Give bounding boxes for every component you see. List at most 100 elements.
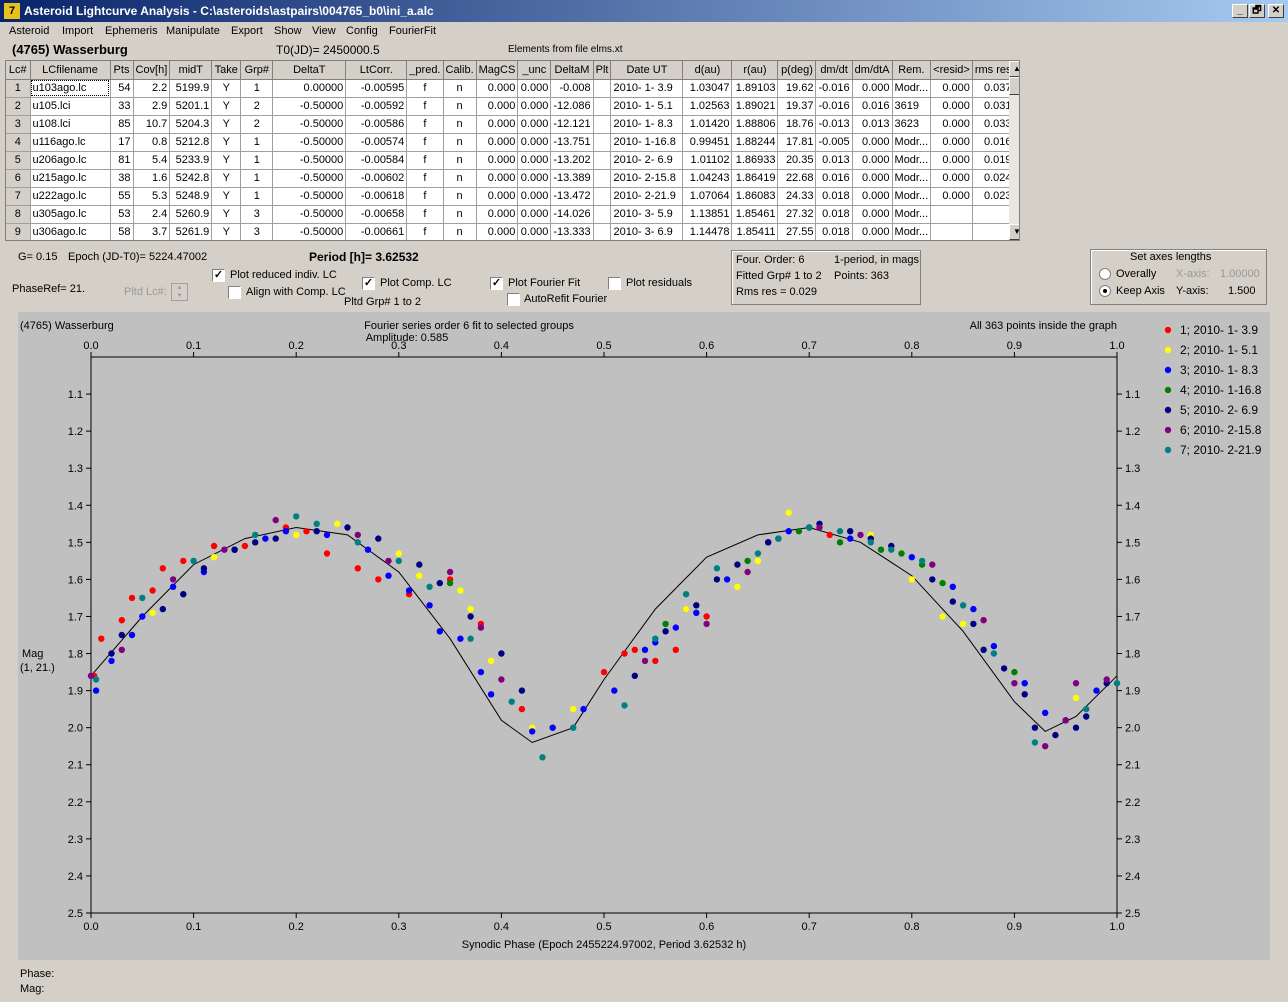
- table-cell[interactable]: 0.037: [972, 79, 1015, 98]
- table-cell[interactable]: 0.000: [517, 187, 552, 206]
- plot-comp-checkbox[interactable]: ✓: [362, 277, 375, 290]
- table-row[interactable]: 4 u116ago.lc 17 0.8 5212.8 Y 1 -0.50000 -0.00574…: [6, 133, 1015, 152]
- table-cell[interactable]: Modr...: [892, 187, 932, 206]
- plot-reduced-checkbox[interactable]: ✓: [212, 269, 225, 282]
- table-cell[interactable]: 0.016: [815, 169, 853, 188]
- table-cell[interactable]: 1.6: [133, 169, 171, 188]
- scroll-thumb[interactable]: [1009, 77, 1019, 95]
- table-cell[interactable]: 0.013: [852, 115, 893, 134]
- table-cell[interactable]: 58: [110, 223, 134, 240]
- table-cell[interactable]: 1.07064: [682, 187, 733, 206]
- menu-show[interactable]: Show: [274, 25, 302, 37]
- table-row[interactable]: 2 u105.lci 33 2.9 5201.1 Y 2 -0.50000 -0.00592 f n…: [6, 97, 1015, 116]
- table-cell[interactable]: Y: [211, 169, 242, 188]
- table-cell[interactable]: -0.50000: [272, 169, 347, 188]
- table-cell[interactable]: 0.000: [517, 169, 552, 188]
- table-cell[interactable]: -0.016: [815, 97, 853, 116]
- column-header[interactable]: Plt: [593, 61, 612, 80]
- table-cell[interactable]: f: [406, 205, 444, 224]
- table-cell[interactable]: 1.03047: [682, 79, 733, 98]
- row-header[interactable]: 4: [6, 133, 31, 152]
- table-row[interactable]: 3 u108.lci 85 10.7 5204.3 Y 2 -0.50000 -0.00586 f…: [6, 115, 1015, 134]
- table-cell[interactable]: Y: [211, 115, 242, 134]
- table-cell[interactable]: u222ago.lc: [30, 187, 111, 206]
- table-cell[interactable]: n: [443, 151, 477, 170]
- table-row[interactable]: 7 u222ago.lc 55 5.3 5248.9 Y 1 -0.50000 -0.00618…: [6, 187, 1015, 206]
- table-cell[interactable]: Modr...: [892, 151, 932, 170]
- table-cell[interactable]: n: [443, 169, 477, 188]
- autorefit-checkbox[interactable]: [507, 293, 520, 306]
- table-cell[interactable]: 0.016: [972, 133, 1015, 152]
- table-cell[interactable]: 0.019: [972, 151, 1015, 170]
- table-row[interactable]: 6 u215ago.lc 38 1.6 5242.8 Y 1 -0.50000 -0.00602…: [6, 169, 1015, 188]
- table-cell[interactable]: -0.50000: [272, 223, 347, 240]
- table-cell[interactable]: [593, 205, 612, 224]
- table-cell[interactable]: u206ago.lc: [30, 151, 111, 170]
- column-header[interactable]: <resid>: [930, 61, 973, 80]
- menu-fourierfit[interactable]: FourierFit: [389, 25, 437, 37]
- table-cell[interactable]: -13.389: [550, 169, 594, 188]
- table-cell[interactable]: 5242.8: [169, 169, 213, 188]
- table-cell[interactable]: -0.016: [815, 79, 853, 98]
- table-cell[interactable]: 0.000: [476, 205, 519, 224]
- column-header[interactable]: _unc: [517, 61, 552, 80]
- table-cell[interactable]: 1: [240, 133, 274, 152]
- plot-residuals-checkbox[interactable]: [608, 277, 621, 290]
- table-cell[interactable]: 0.033: [972, 115, 1015, 134]
- column-header[interactable]: r(au): [731, 61, 779, 80]
- table-cell[interactable]: 38: [110, 169, 134, 188]
- table-cell[interactable]: 1: [240, 151, 274, 170]
- table-cell[interactable]: 2010- 2- 6.9: [610, 151, 684, 170]
- table-cell[interactable]: 0.000: [517, 223, 552, 240]
- table-cell[interactable]: 5204.3: [169, 115, 213, 134]
- column-header[interactable]: DeltaM: [550, 61, 594, 80]
- table-cell[interactable]: -13.202: [550, 151, 594, 170]
- table-cell[interactable]: n: [443, 205, 477, 224]
- table-cell[interactable]: 0.000: [852, 133, 893, 152]
- table-cell[interactable]: 0.018: [815, 223, 853, 240]
- table-cell[interactable]: -0.00574: [345, 133, 408, 152]
- table-cell[interactable]: 3: [240, 205, 274, 224]
- menu-asteroid[interactable]: Asteroid: [9, 25, 50, 37]
- table-row[interactable]: 9 u306ago.lc 58 3.7 5261.9 Y 3 -0.50000 -0.00661…: [6, 223, 1015, 240]
- table-cell[interactable]: 1.02563: [682, 97, 733, 116]
- row-header[interactable]: 5: [6, 151, 31, 170]
- table-cell[interactable]: 53: [110, 205, 134, 224]
- column-header[interactable]: Cov[h]: [133, 61, 171, 80]
- table-cell[interactable]: 2.9: [133, 97, 171, 116]
- table-row[interactable]: 8 u305ago.lc 53 2.4 5260.9 Y 3 -0.50000 -0.00658…: [6, 205, 1015, 224]
- table-cell[interactable]: 3: [240, 223, 274, 240]
- table-cell[interactable]: 1.14478: [682, 223, 733, 240]
- table-cell[interactable]: Modr...: [892, 205, 932, 224]
- table-cell[interactable]: 3619: [892, 97, 932, 116]
- table-cell[interactable]: Y: [211, 79, 242, 98]
- restore-button[interactable]: 🗗: [1249, 4, 1265, 18]
- table-cell[interactable]: f: [406, 223, 444, 240]
- table-cell[interactable]: 0.000: [476, 223, 519, 240]
- column-header[interactable]: Grp#: [240, 61, 274, 80]
- column-header[interactable]: Calib.: [443, 61, 477, 80]
- pltd-lc-spinner[interactable]: ▲ ▼: [171, 283, 188, 301]
- table-cell[interactable]: u116ago.lc: [30, 133, 111, 152]
- table-cell[interactable]: 1.89021: [731, 97, 779, 116]
- table-cell[interactable]: n: [443, 115, 477, 134]
- table-cell[interactable]: -0.005: [815, 133, 853, 152]
- table-cell[interactable]: [972, 205, 1015, 224]
- menu-view[interactable]: View: [312, 25, 336, 37]
- table-cell[interactable]: 0.000: [930, 79, 973, 98]
- table-cell[interactable]: -0.008: [550, 79, 594, 98]
- table-cell[interactable]: 1.86083: [731, 187, 779, 206]
- table-cell[interactable]: -0.50000: [272, 151, 347, 170]
- table-cell[interactable]: Y: [211, 97, 242, 116]
- table-cell[interactable]: -13.472: [550, 187, 594, 206]
- table-cell[interactable]: Modr...: [892, 223, 932, 240]
- table-cell[interactable]: 2010- 3- 6.9: [610, 223, 684, 240]
- table-cell[interactable]: 5.3: [133, 187, 171, 206]
- menu-ephemeris[interactable]: Ephemeris: [105, 25, 158, 37]
- row-header[interactable]: 9: [6, 223, 31, 240]
- table-cell[interactable]: [930, 205, 973, 224]
- table-cell[interactable]: 81: [110, 151, 134, 170]
- table-cell[interactable]: -0.50000: [272, 187, 347, 206]
- table-cell[interactable]: f: [406, 115, 444, 134]
- table-cell[interactable]: -0.50000: [272, 133, 347, 152]
